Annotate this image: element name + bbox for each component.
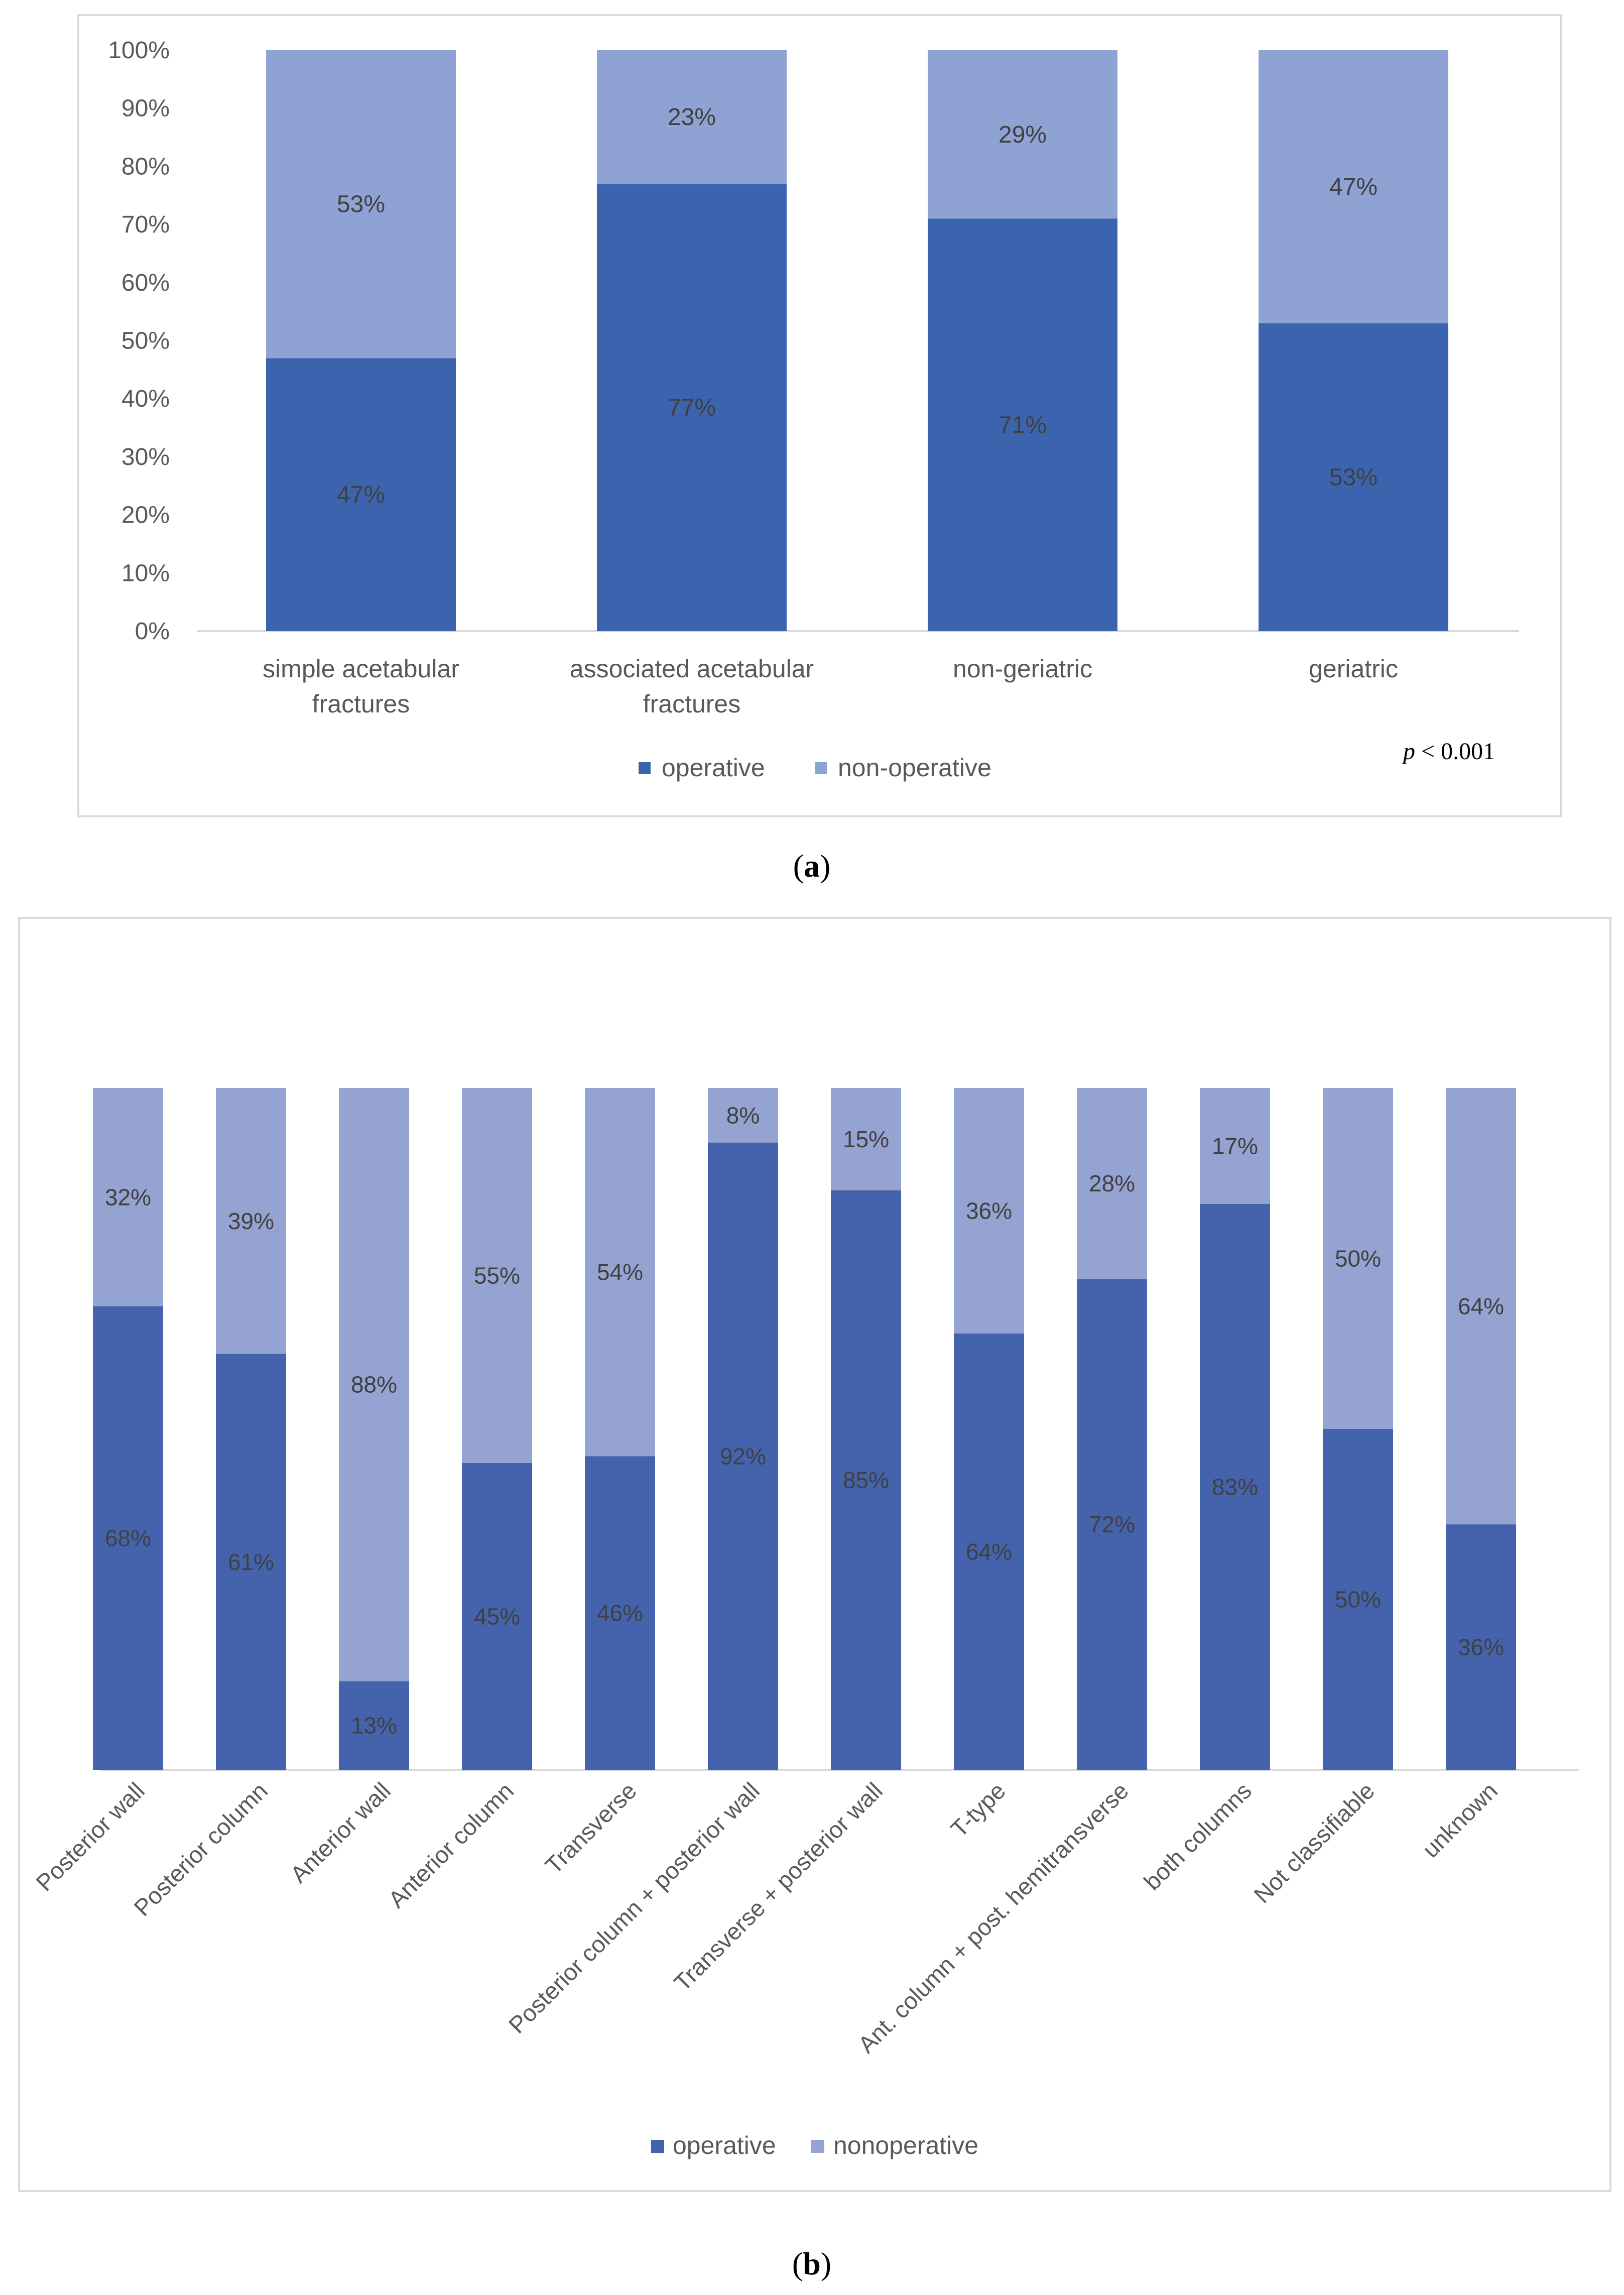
bar-non-operative [266, 50, 456, 358]
data-label-operative: 68% [105, 1525, 151, 1551]
bar-operative [1200, 1203, 1270, 1770]
legend-label-nonoperative-b: nonoperative [833, 2131, 978, 2159]
data-label-operative: 61% [228, 1549, 274, 1575]
y-tick-label: 80% [121, 153, 170, 180]
x-category-label: associated acetabular [570, 655, 814, 683]
y-tick-label: 100% [108, 37, 170, 64]
legend-swatch-operative [639, 762, 651, 774]
bar-nonoperative [339, 1088, 409, 1681]
y-tick-label: 70% [121, 211, 170, 238]
caption-a: (a) [793, 848, 831, 884]
data-label-non-operative: 47% [1329, 174, 1378, 200]
data-label-nonoperative: 88% [351, 1372, 397, 1398]
p-value-annotation: p < 0.001 [1402, 738, 1495, 765]
bar-non-operative [597, 50, 787, 184]
legend-label-operative: operative [662, 754, 765, 782]
bar-nonoperative [585, 1088, 655, 1457]
x-category-label: simple acetabular [263, 655, 459, 683]
bar-nonoperative [708, 1088, 778, 1143]
x-category-label: fractures [312, 690, 410, 718]
bar-operative [266, 358, 456, 631]
bar-operative [339, 1681, 409, 1770]
data-label-nonoperative: 50% [1335, 1246, 1381, 1272]
data-label-operative: 45% [474, 1603, 520, 1629]
y-tick-label: 40% [121, 386, 170, 412]
bar-operative [708, 1142, 778, 1770]
data-label-non-operative: 29% [998, 122, 1047, 148]
data-label-operative: 13% [351, 1713, 397, 1739]
data-label-operative: 50% [1335, 1587, 1381, 1613]
data-label-operative: 71% [998, 412, 1047, 438]
y-tick-label: 30% [121, 444, 170, 470]
bar-operative [93, 1306, 163, 1770]
data-label-operative: 85% [843, 1467, 889, 1493]
bar-nonoperative [1200, 1088, 1270, 1204]
bar-operative [1446, 1524, 1516, 1770]
y-tick-label: 60% [121, 270, 170, 296]
caption-b: (b) [792, 2246, 831, 2281]
data-label-nonoperative: 39% [228, 1208, 274, 1234]
bar-operative [954, 1333, 1024, 1770]
y-tick-label: 10% [121, 560, 170, 586]
bar-nonoperative [831, 1088, 901, 1190]
bar-nonoperative [216, 1088, 286, 1354]
data-label-nonoperative: 8% [726, 1102, 760, 1128]
bar-nonoperative [462, 1088, 532, 1463]
data-label-non-operative: 23% [668, 104, 716, 131]
chart-a-legend: operative non-operative [639, 754, 991, 782]
legend-swatch-nonoperative-b [811, 2140, 824, 2153]
data-label-operative: 46% [597, 1600, 643, 1626]
data-label-operative: 72% [1089, 1511, 1135, 1537]
data-label-operative: 77% [668, 395, 716, 421]
data-label-operative: 47% [337, 481, 385, 508]
bar-nonoperative [1446, 1088, 1516, 1525]
data-label-nonoperative: 32% [105, 1184, 151, 1210]
x-category-label: non-geriatric [953, 655, 1092, 683]
x-category-label: geriatric [1309, 655, 1398, 683]
chart-b-legend: operative nonoperative [651, 2131, 978, 2159]
data-label-nonoperative: 36% [966, 1197, 1012, 1224]
bar-operative [597, 184, 787, 631]
legend-swatch-non-operative [815, 762, 827, 774]
data-label-operative: 53% [1329, 464, 1378, 491]
bar-non-operative [1259, 50, 1448, 323]
data-label-nonoperative: 54% [597, 1259, 643, 1285]
bar-non-operative [928, 50, 1117, 219]
data-label-operative: 92% [720, 1443, 766, 1469]
bar-nonoperative [954, 1088, 1024, 1334]
bar-operative [831, 1190, 901, 1770]
legend-swatch-operative-b [651, 2140, 664, 2153]
bar-nonoperative [1323, 1088, 1393, 1429]
bar-nonoperative [1077, 1088, 1147, 1279]
y-tick-label: 90% [121, 95, 170, 122]
y-tick-label: 50% [121, 328, 170, 354]
bar-operative [1077, 1279, 1147, 1770]
y-tick-label: 20% [121, 502, 170, 529]
legend-label-operative-b: operative [673, 2131, 776, 2159]
bar-operative [216, 1354, 286, 1770]
data-label-nonoperative: 15% [843, 1126, 889, 1152]
bar-operative [928, 218, 1117, 631]
bar-operative [1323, 1429, 1393, 1770]
legend-label-non-operative: non-operative [838, 754, 991, 782]
chart-a: 0% 10% 20% 30% 40% 50% 60% 70% 80% 90% 100% 47% 53% s… [108, 37, 1519, 718]
data-label-non-operative: 53% [337, 191, 385, 218]
bar-operative [462, 1463, 532, 1770]
data-label-operative: 83% [1212, 1474, 1258, 1500]
data-label-nonoperative: 28% [1089, 1170, 1135, 1196]
data-label-operative: 36% [1458, 1634, 1504, 1660]
x-category-label: fractures [643, 690, 741, 718]
data-label-nonoperative: 64% [1458, 1293, 1504, 1319]
bar-nonoperative [93, 1088, 163, 1306]
y-tick-label: 0% [135, 618, 170, 645]
data-label-nonoperative: 55% [474, 1262, 520, 1288]
bar-operative [1259, 323, 1448, 631]
data-label-operative: 64% [966, 1538, 1012, 1564]
data-label-nonoperative: 17% [1212, 1133, 1258, 1159]
bar-operative [585, 1456, 655, 1770]
